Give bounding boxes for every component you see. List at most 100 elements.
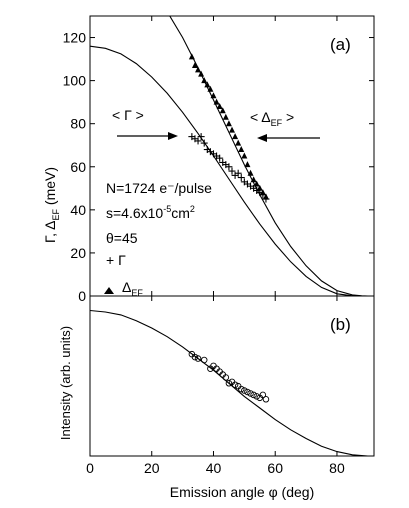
y-tick-label: 80 <box>70 116 86 132</box>
legend-delta-main: Δ <box>122 279 131 295</box>
gamma-arrow-head <box>168 132 178 140</box>
gamma-point <box>228 167 236 175</box>
gamma-point <box>234 169 242 177</box>
intensity-point <box>231 381 239 388</box>
intensity-point <box>225 380 233 387</box>
panel-a-ylabel-unit: (meV) <box>42 167 58 209</box>
delta-point <box>219 107 226 114</box>
panel-b-label: (b) <box>330 315 351 334</box>
delta-point <box>191 62 198 69</box>
delta-point <box>207 85 214 92</box>
legend-gamma: + Γ <box>106 252 126 268</box>
panel-a-ylabel-main: Γ, Δ <box>42 220 58 243</box>
x-tick-label: 80 <box>329 460 345 476</box>
panel-b-x-ticks: 0 20 40 60 80 <box>86 296 345 476</box>
delta-arrow-label-sub: EF <box>271 118 283 128</box>
gamma-point <box>237 174 245 182</box>
param-s-exp2: 2 <box>190 204 195 214</box>
x-tick-label: 20 <box>144 460 160 476</box>
gamma-point <box>194 137 202 145</box>
intensity-point <box>222 374 230 381</box>
legend-delta-label: ΔEF <box>122 279 143 298</box>
gamma-point <box>216 154 224 162</box>
panel-a-y-axis: 0 20 40 60 80 100 120 <box>63 30 374 304</box>
delta-arrow-label-main: < Δ <box>250 109 271 125</box>
intensity-point <box>247 390 254 397</box>
panel-b-ylabel: Intensity (arb. units) <box>58 326 73 440</box>
series-line <box>90 309 368 456</box>
delta-arrow-label: < ΔEF > <box>250 109 294 128</box>
x-tick-label: 40 <box>206 460 222 476</box>
intensity-point <box>259 391 267 399</box>
delta-point <box>222 113 229 120</box>
intensity-point <box>241 387 248 394</box>
y-tick-label: 100 <box>63 73 87 89</box>
intensity-point <box>250 391 257 399</box>
delta-point <box>253 180 260 187</box>
param-s-main: s=4.6x10 <box>106 205 163 221</box>
delta-point <box>213 98 220 105</box>
delta-point <box>250 176 257 183</box>
delta-arrow-label-end: > <box>282 109 294 125</box>
panel-b-xlabel: Emission angle φ (deg) <box>170 484 314 500</box>
y-tick-label: 40 <box>70 202 86 218</box>
param-s-exp1: -5 <box>163 204 171 214</box>
param-s-unit: cm <box>171 205 190 221</box>
panel-b: 0 20 40 60 80 (b) Intensity (arb. units) Emi… <box>58 295 375 500</box>
delta-point <box>195 66 202 73</box>
panel-b-markers <box>188 350 270 403</box>
panel-a-frame <box>89 15 375 297</box>
panel-b-frame <box>89 295 375 457</box>
legend-delta: ΔEF <box>104 279 143 298</box>
intensity-point <box>194 355 202 362</box>
intensity-point <box>200 356 208 364</box>
panel-a-label: (a) <box>330 35 351 54</box>
delta-point <box>241 152 248 159</box>
intensity-point <box>191 353 199 361</box>
panel-a-ylabel-sub: EF <box>51 208 61 220</box>
param-s: s=4.6x10-5cm2 <box>106 204 195 221</box>
delta-arrow-head <box>257 134 267 142</box>
x-tick-label: 60 <box>267 460 283 476</box>
delta-point <box>188 53 195 60</box>
delta-point <box>262 193 269 200</box>
intensity-point <box>244 388 251 396</box>
delta-point <box>210 92 217 99</box>
series-line <box>169 16 368 296</box>
delta-point <box>229 126 235 133</box>
y-tick-label: 20 <box>70 245 86 261</box>
param-theta: θ=45 <box>106 230 138 246</box>
delta-point <box>247 169 254 176</box>
panel-a-lines <box>90 16 368 296</box>
y-tick-label: 60 <box>70 159 86 175</box>
panel-a-ylabel: Γ, ΔEF (meV) <box>42 167 61 243</box>
delta-point <box>198 70 205 77</box>
delta-point <box>238 146 245 153</box>
delta-point <box>235 139 242 146</box>
delta-point <box>259 189 266 196</box>
delta-point <box>204 81 211 88</box>
delta-point <box>216 102 223 109</box>
delta-point <box>244 161 251 168</box>
gamma-point <box>200 139 208 147</box>
delta-point <box>232 133 239 140</box>
gamma-point <box>225 163 233 171</box>
y-tick-label: 120 <box>63 30 87 46</box>
intensity-point <box>238 385 245 393</box>
panel-a-markers <box>188 53 270 203</box>
panel-a-x-ticks <box>89 16 338 296</box>
x-tick-label: 0 <box>86 460 94 476</box>
gamma-point <box>197 133 205 141</box>
gamma-arrow-label: < Γ > <box>112 107 144 123</box>
series-line <box>90 45 368 296</box>
param-n: N=1724 e⁻/pulse <box>106 180 212 196</box>
panel-b-lines <box>90 309 368 456</box>
delta-point <box>256 184 263 191</box>
legend-delta-sub: EF <box>131 288 143 298</box>
delta-point <box>201 77 208 84</box>
intensity-point <box>262 396 270 403</box>
legend-delta-marker <box>104 287 114 294</box>
delta-point <box>225 120 232 127</box>
